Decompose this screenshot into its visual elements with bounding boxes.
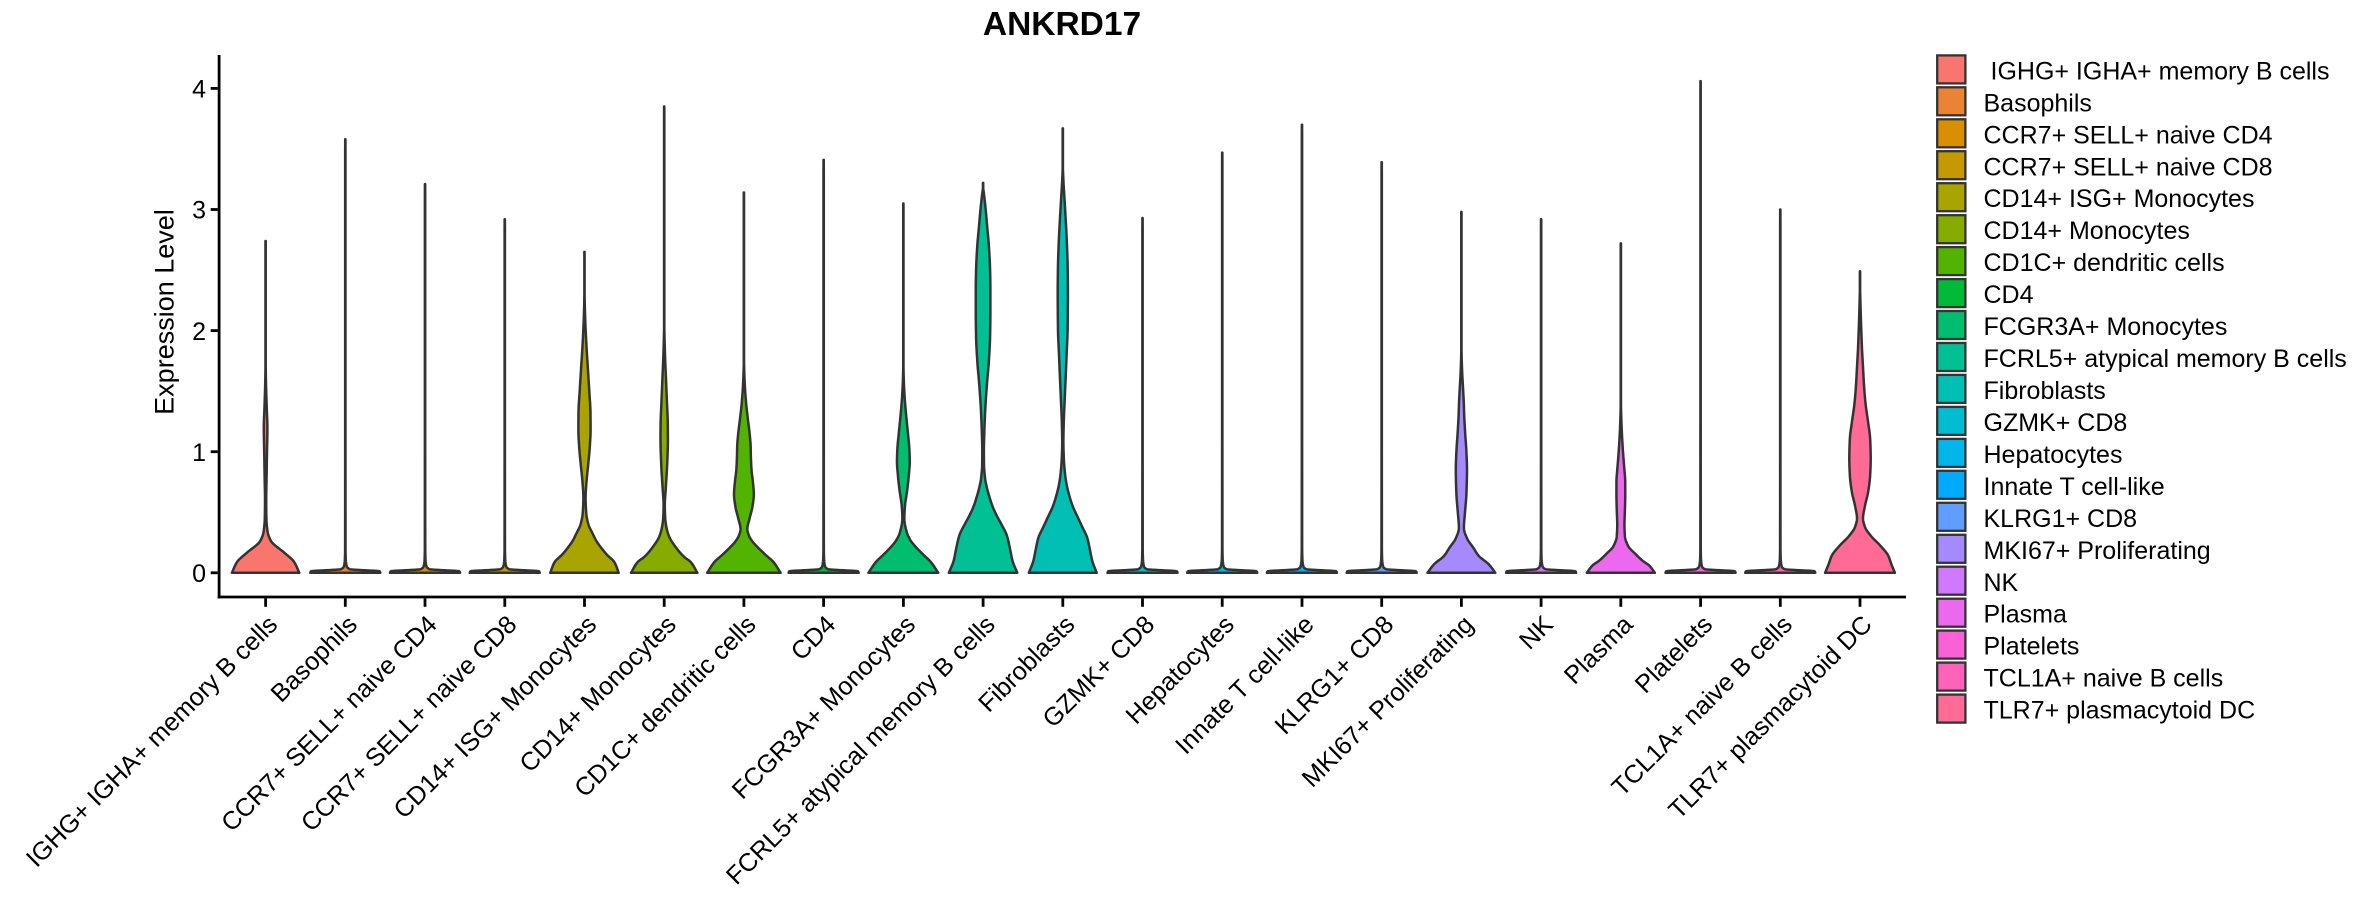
svg-text:3: 3 — [192, 197, 206, 225]
svg-text:CCR7+ SELL+ naive CD4: CCR7+ SELL+ naive CD4 — [1984, 121, 2273, 149]
svg-text:Expression Level: Expression Level — [150, 209, 180, 415]
svg-text:KLRG1+ CD8: KLRG1+ CD8 — [1984, 505, 2138, 533]
svg-text:Hepatocytes: Hepatocytes — [1984, 441, 2123, 469]
svg-text:Platelets: Platelets — [1984, 633, 2080, 661]
svg-text:TLR7+ plasmacytoid DC: TLR7+ plasmacytoid DC — [1984, 697, 2256, 725]
svg-text:4: 4 — [192, 76, 206, 104]
svg-text:1: 1 — [192, 439, 206, 467]
svg-text:Plasma: Plasma — [1984, 601, 2067, 629]
svg-text:2: 2 — [192, 318, 206, 346]
svg-text:MKI67+ Proliferating: MKI67+ Proliferating — [1984, 537, 2211, 565]
svg-text:0: 0 — [192, 560, 206, 588]
svg-text:Innate T cell-like: Innate T cell-like — [1984, 473, 2165, 501]
svg-text:NK: NK — [1984, 569, 2019, 597]
svg-text:Basophils: Basophils — [1984, 89, 2092, 117]
svg-text:FCGR3A+ Monocytes: FCGR3A+ Monocytes — [1984, 313, 2228, 341]
svg-text:CD14+ ISG+ Monocytes: CD14+ ISG+ Monocytes — [1984, 185, 2255, 213]
svg-text:FCRL5+ atypical memory B cells: FCRL5+ atypical memory B cells — [1984, 345, 2347, 373]
svg-text:GZMK+ CD8: GZMK+ CD8 — [1984, 409, 2128, 437]
svg-text:TCL1A+ naive B cells: TCL1A+ naive B cells — [1984, 665, 2224, 693]
svg-text:CCR7+ SELL+ naive CD8: CCR7+ SELL+ naive CD8 — [1984, 153, 2273, 181]
svg-text:CD14+ Monocytes: CD14+ Monocytes — [1984, 217, 2190, 245]
svg-text:CD1C+ dendritic cells: CD1C+ dendritic cells — [1984, 249, 2225, 277]
svg-text:IGHG+ IGHA+ memory B cells: IGHG+ IGHA+ memory B cells — [1991, 57, 2330, 85]
svg-text:ANKRD17: ANKRD17 — [983, 6, 1141, 43]
svg-text:CD4: CD4 — [1984, 281, 2034, 309]
svg-text:Fibroblasts: Fibroblasts — [1984, 377, 2106, 405]
